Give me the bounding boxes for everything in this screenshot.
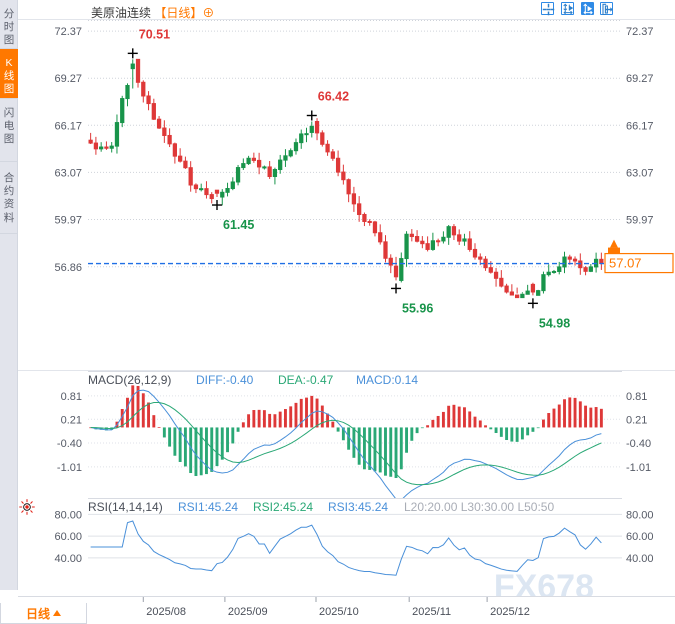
svg-text:L20:20.00 L30:30.00 L50:50: L20:20.00 L30:30.00 L50:50 xyxy=(404,500,554,514)
svg-text:80.00: 80.00 xyxy=(54,509,82,521)
svg-text:2025/10: 2025/10 xyxy=(319,606,359,618)
svg-text:2025/11: 2025/11 xyxy=(412,606,451,618)
svg-text:MACD(26,12,9): MACD(26,12,9) xyxy=(88,373,171,387)
svg-text:MACD:0.14: MACD:0.14 xyxy=(356,373,418,387)
svg-text:DEA:-0.47: DEA:-0.47 xyxy=(278,373,334,387)
svg-text:54.98: 54.98 xyxy=(539,316,570,330)
svg-text:70.51: 70.51 xyxy=(139,27,170,41)
svg-text:0.21: 0.21 xyxy=(61,414,82,426)
svg-text:-1.01: -1.01 xyxy=(57,462,82,474)
svg-text:66.17: 66.17 xyxy=(54,120,82,132)
svg-text:66.42: 66.42 xyxy=(318,90,349,104)
svg-text:RSI1:45.24: RSI1:45.24 xyxy=(178,500,238,514)
svg-text:72.37: 72.37 xyxy=(626,26,654,38)
svg-text:RSI(14,14,14): RSI(14,14,14) xyxy=(88,500,163,514)
svg-text:2025/09: 2025/09 xyxy=(228,606,268,618)
svg-text:80.00: 80.00 xyxy=(626,509,654,521)
svg-text:60.00: 60.00 xyxy=(54,531,82,543)
svg-text:2025/12: 2025/12 xyxy=(490,606,530,618)
svg-text:RSI3:45.24: RSI3:45.24 xyxy=(328,500,388,514)
svg-text:72.37: 72.37 xyxy=(54,26,82,38)
svg-text:56.86: 56.86 xyxy=(54,262,82,274)
svg-text:61.45: 61.45 xyxy=(223,218,254,232)
svg-text:-0.40: -0.40 xyxy=(626,438,651,450)
svg-text:63.07: 63.07 xyxy=(626,167,654,179)
svg-text:66.17: 66.17 xyxy=(626,120,654,132)
svg-text:60.00: 60.00 xyxy=(626,531,654,543)
svg-text:-1.01: -1.01 xyxy=(626,462,651,474)
svg-text:55.96: 55.96 xyxy=(402,301,433,315)
svg-text:57.07: 57.07 xyxy=(609,256,642,271)
svg-text:2025/08: 2025/08 xyxy=(146,606,186,618)
svg-text:63.07: 63.07 xyxy=(54,167,82,179)
svg-text:59.97: 59.97 xyxy=(54,215,82,227)
svg-text:0.21: 0.21 xyxy=(626,414,647,426)
svg-text:59.97: 59.97 xyxy=(626,215,654,227)
svg-text:DIFF:-0.40: DIFF:-0.40 xyxy=(196,373,254,387)
svg-text:RSI2:45.24: RSI2:45.24 xyxy=(253,500,313,514)
svg-text:FX678: FX678 xyxy=(494,568,594,596)
svg-text:69.27: 69.27 xyxy=(626,73,654,85)
svg-text:-0.40: -0.40 xyxy=(57,438,82,450)
svg-text:69.27: 69.27 xyxy=(54,73,82,85)
svg-text:40.00: 40.00 xyxy=(54,553,82,565)
svg-text:40.00: 40.00 xyxy=(626,553,654,565)
svg-text:0.81: 0.81 xyxy=(626,391,647,403)
svg-text:0.81: 0.81 xyxy=(61,391,82,403)
